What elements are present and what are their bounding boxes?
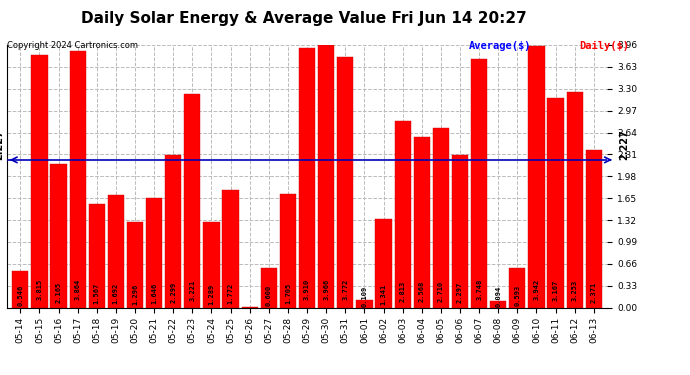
Bar xyxy=(88,204,105,308)
Text: 0.109: 0.109 xyxy=(362,286,367,307)
Bar xyxy=(108,195,124,308)
Bar xyxy=(471,59,487,308)
Text: 2.710: 2.710 xyxy=(438,281,444,302)
Bar xyxy=(204,222,219,308)
Bar xyxy=(356,300,373,307)
Bar xyxy=(299,48,315,308)
Bar xyxy=(127,222,143,308)
Text: 2.297: 2.297 xyxy=(457,282,463,303)
Bar xyxy=(12,271,28,308)
Text: 3.942: 3.942 xyxy=(533,278,540,300)
Text: 0.600: 0.600 xyxy=(266,285,272,306)
Text: 2.568: 2.568 xyxy=(419,281,425,302)
Bar xyxy=(261,268,277,308)
Text: 3.966: 3.966 xyxy=(323,278,329,300)
Bar xyxy=(490,301,506,307)
Text: 3.815: 3.815 xyxy=(37,279,42,300)
Text: Average($): Average($) xyxy=(469,41,532,51)
Bar xyxy=(413,137,430,308)
Text: 1.646: 1.646 xyxy=(151,283,157,304)
Bar xyxy=(509,268,526,308)
Bar xyxy=(318,45,334,308)
Bar xyxy=(529,46,544,308)
Text: 0.094: 0.094 xyxy=(495,286,501,308)
Text: 3.772: 3.772 xyxy=(342,279,348,300)
Text: 3.253: 3.253 xyxy=(572,280,578,301)
Text: 1.341: 1.341 xyxy=(380,284,386,305)
Text: 1.705: 1.705 xyxy=(285,283,291,304)
Bar xyxy=(222,190,239,308)
Bar xyxy=(337,57,353,308)
Bar xyxy=(452,155,468,308)
Bar xyxy=(31,55,48,308)
Bar xyxy=(586,150,602,308)
Bar xyxy=(566,92,583,308)
Bar xyxy=(241,307,258,308)
Bar xyxy=(165,155,181,308)
Text: 2.299: 2.299 xyxy=(170,282,176,303)
Bar xyxy=(375,219,392,308)
Bar xyxy=(50,164,67,308)
Text: 3.221: 3.221 xyxy=(189,280,195,301)
Bar xyxy=(70,51,86,308)
Text: 0.546: 0.546 xyxy=(17,285,23,306)
Text: 2.227: 2.227 xyxy=(0,129,4,160)
Bar xyxy=(547,98,564,308)
Text: 3.167: 3.167 xyxy=(553,280,559,301)
Text: 1.692: 1.692 xyxy=(113,283,119,304)
Text: Daily Solar Energy & Average Value Fri Jun 14 20:27: Daily Solar Energy & Average Value Fri J… xyxy=(81,11,526,26)
Bar xyxy=(395,121,411,308)
Bar xyxy=(184,94,201,308)
Text: 1.289: 1.289 xyxy=(208,284,215,305)
Text: 2.165: 2.165 xyxy=(55,282,61,303)
Text: 3.910: 3.910 xyxy=(304,279,310,300)
Text: 2.227: 2.227 xyxy=(620,129,629,160)
Text: Copyright 2024 Cartronics.com: Copyright 2024 Cartronics.com xyxy=(7,41,138,50)
Bar xyxy=(146,198,162,308)
Bar xyxy=(433,128,449,308)
Text: 1.772: 1.772 xyxy=(228,283,234,304)
Text: 3.864: 3.864 xyxy=(75,279,81,300)
Text: 2.813: 2.813 xyxy=(400,280,406,302)
Text: 1.296: 1.296 xyxy=(132,284,138,305)
Text: 3.748: 3.748 xyxy=(476,279,482,300)
Text: Daily($): Daily($) xyxy=(580,41,629,51)
Text: 0.593: 0.593 xyxy=(514,285,520,306)
Bar xyxy=(280,195,296,308)
Text: 1.567: 1.567 xyxy=(94,283,100,304)
Text: 2.371: 2.371 xyxy=(591,282,597,303)
